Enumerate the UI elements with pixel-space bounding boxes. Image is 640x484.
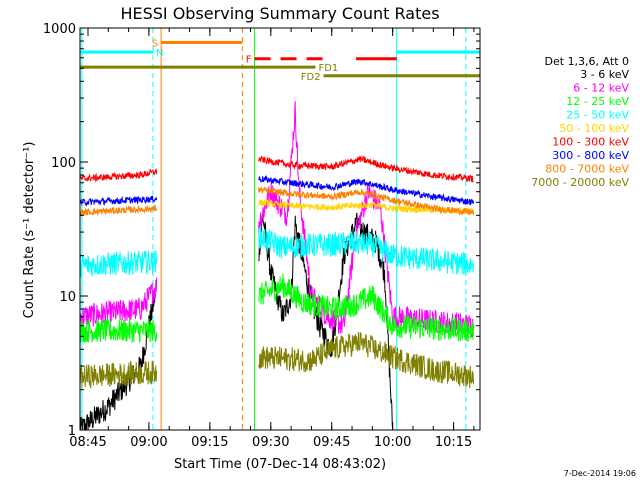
flag-label: FD1 xyxy=(318,63,338,74)
legend-entry: 25 - 50 keV xyxy=(566,109,629,122)
legend-entry: 7000 - 20000 keV xyxy=(531,176,629,189)
x-tick-label: 10:00 xyxy=(374,435,411,450)
series-6-12-kevline xyxy=(79,101,474,339)
x-tick-label: 09:00 xyxy=(130,435,167,450)
plot-frame xyxy=(79,27,481,431)
x-tick-label: 10:15 xyxy=(435,435,472,450)
flag-label: S xyxy=(152,38,158,49)
x-tick-label: 09:30 xyxy=(252,435,289,450)
legend-entry: 6 - 12 keV xyxy=(573,82,629,95)
chart-title: HESSI Observing Summary Count Rates xyxy=(120,4,439,23)
legend-entry: 100 - 300 keV xyxy=(552,136,629,149)
series-300-800-kevline xyxy=(79,174,474,207)
x-tick-label: 09:15 xyxy=(191,435,228,450)
legend-entry: 800 - 7000 keV xyxy=(545,163,629,176)
series-7000-20000-kevline xyxy=(79,332,474,389)
series-25-50-kevline xyxy=(79,225,474,278)
legend-entry: 300 - 800 keV xyxy=(552,149,629,162)
y-tick-label: 100 xyxy=(51,156,76,171)
y-tick-label: 1 xyxy=(68,424,76,439)
x-tick-label: 09:45 xyxy=(313,435,350,450)
legend-title: Det 1,3,6, Att 0 xyxy=(545,55,629,68)
flag-label: FD2 xyxy=(301,72,321,83)
y-axis-label: Count Rate (s⁻¹ detector⁻¹) xyxy=(22,142,37,319)
legend-entry: 12 - 25 keV xyxy=(566,95,629,108)
x-axis-label: Start Time (07-Dec-14 08:43:02) xyxy=(174,457,386,472)
legend-entry: 3 - 6 keV xyxy=(580,68,629,81)
flag-label: F xyxy=(246,55,252,66)
series-800-7000-kevline xyxy=(79,186,474,217)
legend-entry: 50 - 100 keV xyxy=(559,122,629,135)
series-100-300-kevline xyxy=(79,154,474,183)
y-tick-label: 1000 xyxy=(43,22,76,37)
series-12-25-kevline xyxy=(79,273,474,344)
flag-label: N xyxy=(156,48,163,59)
timestamp-footer: 7-Dec-2014 19:06 xyxy=(564,469,636,478)
y-tick-label: 10 xyxy=(59,290,76,305)
x-tick-label: 08:45 xyxy=(69,435,106,450)
axes: 08:45 09:00 09:15 09:30 09:45 10:00 10:15 1 10 10… xyxy=(43,22,480,450)
